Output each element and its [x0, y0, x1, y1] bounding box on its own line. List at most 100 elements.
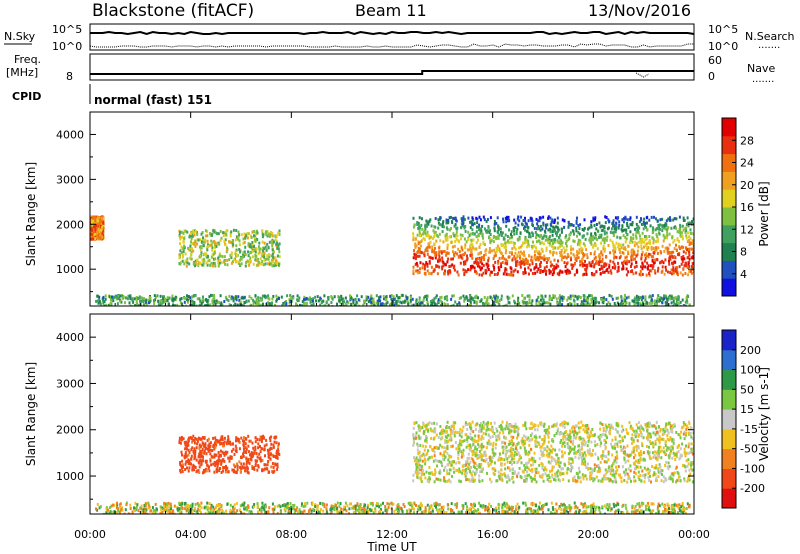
power-pixel — [497, 261, 500, 265]
power-pixel — [183, 236, 186, 240]
velocity-pixel — [296, 506, 299, 510]
power-pixel — [481, 262, 484, 266]
velocity-pixel — [184, 507, 187, 511]
power-pixel — [518, 237, 521, 241]
power-pixel — [572, 229, 575, 233]
velocity-pixel — [123, 512, 126, 514]
power-pixel — [182, 255, 184, 259]
velocity-pixel — [360, 507, 362, 511]
velocity-pixel — [178, 511, 181, 514]
power-pixel — [521, 257, 524, 261]
power-pixel — [620, 295, 623, 299]
power-pixel — [687, 273, 690, 277]
power-pixel — [230, 297, 233, 301]
power-pixel — [344, 296, 347, 300]
power-pixel — [189, 234, 192, 237]
velocity-pixel — [397, 504, 400, 508]
power-pixel — [254, 237, 257, 240]
velocity-pixel — [511, 506, 514, 509]
power-pixel — [550, 297, 553, 301]
velocity-pixel — [621, 504, 624, 508]
power-pixel — [213, 300, 216, 304]
power-pixel — [202, 298, 205, 302]
velocity-pixel — [217, 504, 220, 508]
power-pixel — [275, 299, 278, 303]
power-pixel — [390, 297, 393, 301]
power-pixel — [674, 269, 677, 273]
power-pixel — [604, 221, 607, 225]
power-pixel — [582, 228, 585, 232]
power-pixel — [513, 232, 516, 236]
power-pixel — [201, 263, 204, 267]
velocity-pixel — [680, 509, 683, 513]
velocity-pixel — [174, 512, 176, 514]
power-pixel — [666, 251, 669, 255]
velocity-pixel — [442, 505, 445, 509]
power-pixel — [476, 225, 478, 229]
power-pixel — [678, 253, 681, 257]
velocity-pixel — [599, 511, 602, 514]
power-pixel — [524, 237, 527, 241]
power-pixel — [440, 300, 443, 304]
power-pixel — [490, 304, 493, 306]
velocity-pixel — [128, 512, 131, 514]
power-pixel — [555, 263, 558, 267]
power-pixel — [192, 294, 195, 298]
velocity-pixel — [539, 507, 541, 511]
velocity-pixel — [408, 508, 411, 512]
power-pixel — [666, 303, 669, 306]
power-pixel — [244, 301, 246, 304]
velocity-pixel — [396, 506, 399, 510]
power-pixel — [640, 298, 643, 302]
power-pixel — [599, 260, 602, 264]
power-pixel — [535, 217, 538, 221]
velocity-pixel — [278, 503, 281, 507]
power-pixel — [411, 297, 414, 301]
power-pixel — [211, 293, 214, 297]
velocity-pixel — [107, 512, 110, 514]
power-pixel — [560, 249, 563, 252]
power-pixel — [275, 234, 278, 238]
power-pixel — [577, 256, 580, 260]
power-pixel — [443, 302, 446, 306]
power-pixel — [594, 301, 597, 305]
power-pixel — [479, 242, 482, 246]
power-pixel — [654, 258, 657, 262]
velocity-pixel — [468, 512, 471, 514]
power-pixel — [542, 221, 545, 225]
power-pixel — [432, 235, 435, 239]
power-pixel — [646, 228, 649, 232]
power-pixel — [691, 239, 694, 243]
power-pixel — [548, 271, 551, 275]
velocity-pixel — [437, 503, 440, 507]
power-pixel — [450, 257, 453, 261]
velocity-pixel — [583, 503, 586, 507]
power-pixel — [424, 272, 427, 276]
power-pixel — [248, 245, 251, 249]
power-pixel — [510, 230, 513, 234]
velocity-pixel — [351, 506, 354, 510]
velocity-pixel — [590, 510, 593, 514]
power-pixel — [572, 294, 574, 298]
velocity-pixel — [545, 502, 548, 506]
power-pixel — [94, 228, 97, 231]
power-pixel — [448, 269, 451, 273]
velocity-pixel — [393, 509, 396, 513]
power-pixel — [679, 228, 681, 232]
velocity-pixel — [378, 505, 381, 509]
power-pixel — [418, 296, 421, 300]
velocity-pixel — [185, 505, 188, 509]
power-pixel — [193, 303, 196, 306]
velocity-pixel — [632, 512, 634, 514]
power-pixel — [384, 296, 387, 300]
power-pixel — [490, 270, 493, 274]
velocity-pixel — [403, 505, 406, 508]
power-pixel — [558, 236, 561, 240]
power-pixel — [511, 258, 514, 262]
power-pixel — [99, 224, 102, 228]
power-pixel — [578, 232, 581, 236]
power-pixel — [660, 270, 663, 274]
power-pixel — [281, 304, 284, 306]
nave-tick-low: 0 — [708, 70, 715, 83]
velocity-pixel — [557, 507, 560, 510]
